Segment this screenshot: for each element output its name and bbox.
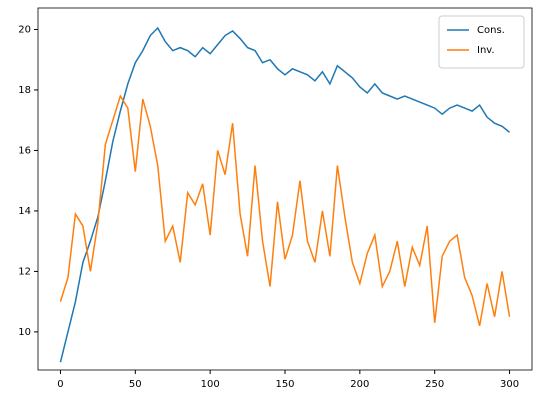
- y-tick-label: 16: [18, 145, 31, 156]
- y-tick-label: 10: [18, 327, 31, 338]
- x-tick-label: 0: [57, 379, 63, 390]
- y-tick-label: 12: [18, 266, 31, 277]
- legend-label: Inv.: [477, 45, 495, 56]
- plot-frame: [37, 7, 533, 371]
- legend-label: Cons.: [477, 25, 505, 36]
- y-tick-label: 18: [18, 85, 31, 96]
- x-tick-label: 100: [201, 379, 220, 390]
- legend: Cons. Inv.: [438, 15, 525, 69]
- line: [59, 94, 511, 327]
- x-tick-label: 50: [129, 379, 142, 390]
- x-tick-label: 150: [275, 379, 294, 390]
- line: [59, 26, 511, 363]
- y-tick-label: 14: [18, 206, 31, 217]
- legend-box: [438, 15, 525, 69]
- x-tick-label: 250: [425, 379, 444, 390]
- x-tick-label: 200: [350, 379, 369, 390]
- y-tick-label: 20: [18, 24, 31, 35]
- x-tick-label: 300: [500, 379, 519, 390]
